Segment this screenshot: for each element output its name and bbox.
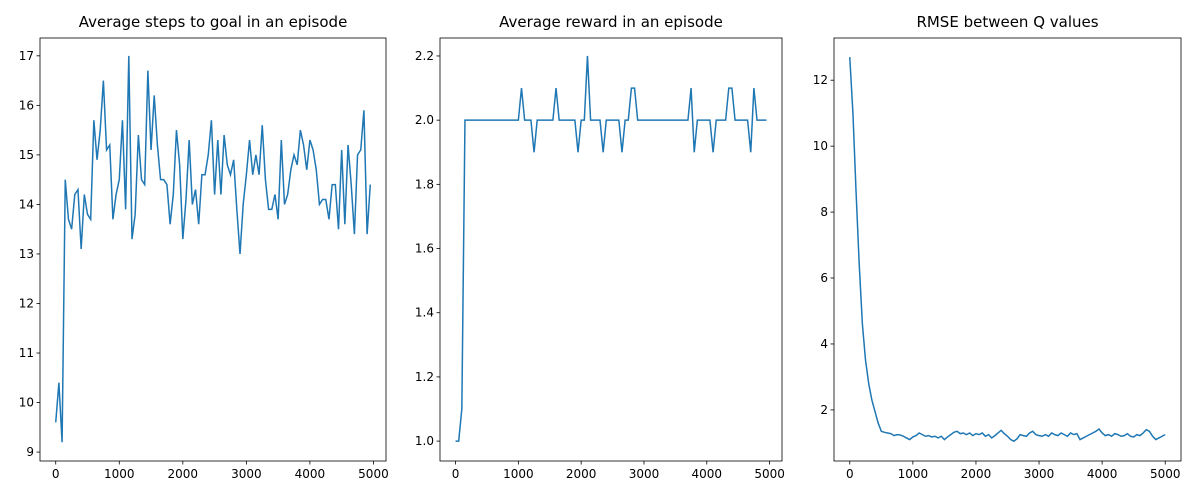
x-tick-label: 4000 xyxy=(1087,467,1118,481)
data-line xyxy=(54,55,372,443)
y-tick-label: 2 xyxy=(820,403,828,417)
x-tick-label: 2000 xyxy=(168,467,199,481)
chart-title: Average reward in an episode xyxy=(499,13,723,31)
y-tick-label: 6 xyxy=(820,271,828,285)
y-tick-label: 11 xyxy=(19,346,34,360)
y-tick-label: 13 xyxy=(19,247,34,261)
x-tick-label: 3000 xyxy=(1024,467,1055,481)
y-tick-label: 8 xyxy=(820,205,828,219)
y-tick-label: 17 xyxy=(19,49,34,63)
x-tick-label: 5000 xyxy=(754,467,785,481)
y-tick-label: 2.0 xyxy=(415,113,434,127)
x-tick-label: 3000 xyxy=(231,467,262,481)
x-tick-label: 3000 xyxy=(629,467,660,481)
x-tick-label: 4000 xyxy=(692,467,723,481)
y-tick-label: 12 xyxy=(19,296,34,310)
y-tick-label: 12 xyxy=(813,73,828,87)
x-tick-label: 0 xyxy=(452,467,460,481)
y-tick-label: 9 xyxy=(26,445,34,459)
x-tick-label: 0 xyxy=(846,467,854,481)
x-tick-label: 1000 xyxy=(503,467,534,481)
x-tick-label: 2000 xyxy=(566,467,597,481)
axes-frame xyxy=(39,37,387,462)
y-tick-label: 1.4 xyxy=(415,306,434,320)
y-tick-label: 1.2 xyxy=(415,370,434,384)
data-line xyxy=(849,57,1166,443)
y-tick-label: 16 xyxy=(19,98,34,112)
y-tick-label: 14 xyxy=(19,197,34,211)
x-tick-label: 0 xyxy=(52,467,60,481)
y-tick-label: 4 xyxy=(820,337,828,351)
axes-frame xyxy=(439,37,783,462)
x-tick-label: 5000 xyxy=(358,467,389,481)
y-tick-label: 1.8 xyxy=(415,177,434,191)
y-tick-label: 10 xyxy=(813,139,828,153)
x-tick-label: 2000 xyxy=(961,467,992,481)
chart-title: Average steps to goal in an episode xyxy=(79,13,348,31)
y-tick-label: 1.0 xyxy=(415,434,434,448)
axes-frame xyxy=(833,37,1182,462)
x-tick-label: 1000 xyxy=(898,467,929,481)
x-tick-label: 5000 xyxy=(1150,467,1181,481)
y-tick-label: 15 xyxy=(19,148,34,162)
y-tick-label: 2.2 xyxy=(415,49,434,63)
x-tick-label: 4000 xyxy=(295,467,326,481)
chart-title: RMSE between Q values xyxy=(916,13,1098,31)
x-tick-label: 1000 xyxy=(104,467,135,481)
data-line xyxy=(455,55,767,442)
y-tick-label: 1.6 xyxy=(415,242,434,256)
y-tick-label: 10 xyxy=(19,396,34,410)
